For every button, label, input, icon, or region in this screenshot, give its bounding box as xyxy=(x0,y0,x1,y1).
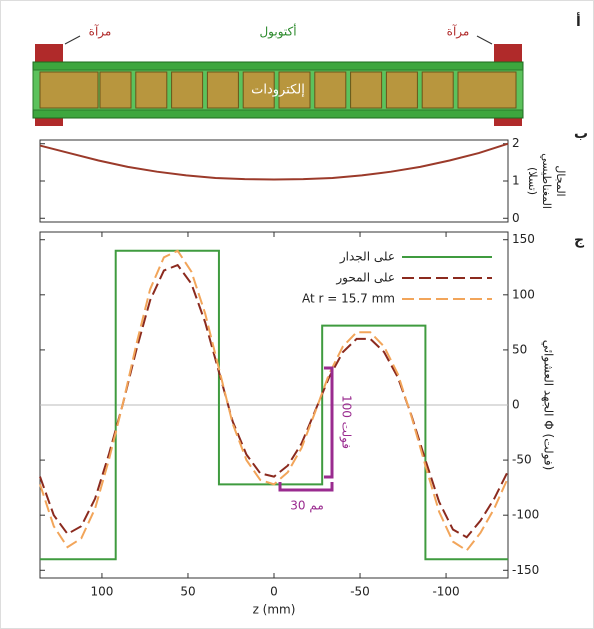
y-axis-label: الجهد العشوائي Φ (فولت) xyxy=(541,340,556,471)
panel-label: أ xyxy=(576,12,581,30)
y-axis-label: المغناطيسي xyxy=(540,153,553,209)
bracket xyxy=(324,366,334,479)
y-tick-label: -50 xyxy=(512,453,532,467)
electrode xyxy=(242,71,275,109)
legend-label: At r = 15.7 mm xyxy=(302,292,395,306)
y-tick-label: 50 xyxy=(512,342,527,356)
legend-label: على المحور xyxy=(335,271,395,286)
y-tick-label: 0 xyxy=(512,398,520,412)
electrode xyxy=(99,71,132,109)
electrode xyxy=(171,71,204,109)
electrode xyxy=(278,71,311,109)
electrode xyxy=(314,71,347,109)
x-tick-label: 100 xyxy=(90,585,113,599)
pointer xyxy=(476,35,493,45)
pointer xyxy=(64,35,81,45)
annotation: 100 فولت xyxy=(339,395,354,449)
diagram: مرآة أكتوبول مرآة إلكترودات xyxy=(32,24,524,126)
electrode xyxy=(457,71,517,109)
electrode xyxy=(350,71,383,109)
series-line xyxy=(39,249,509,552)
y-tick-label: 100 xyxy=(512,287,535,301)
curve xyxy=(39,142,509,181)
series-line xyxy=(40,249,508,561)
electrode xyxy=(206,71,239,109)
x-tick-label: 50 xyxy=(180,585,195,599)
x-tick-label: -100 xyxy=(432,585,459,599)
electrode xyxy=(421,71,454,109)
y-axis-label: المجال xyxy=(554,165,567,196)
y-tick-label: 2 xyxy=(512,136,520,150)
electrode xyxy=(385,71,418,109)
y-tick-label: -100 xyxy=(512,508,539,522)
panel-label: ب xyxy=(574,126,588,142)
electrode xyxy=(39,71,99,109)
label: أكتوبول xyxy=(259,24,296,40)
x-tick-label: -50 xyxy=(350,585,370,599)
bracket xyxy=(278,482,334,492)
x-tick-label: 0 xyxy=(270,585,278,599)
y-tick-label: -150 xyxy=(512,563,539,577)
electrode xyxy=(135,71,168,109)
x-axis-label: z (mm) xyxy=(253,603,296,617)
y-tick-label: 0 xyxy=(512,211,520,225)
annotation: 30 مم xyxy=(290,499,324,513)
label: مرآة xyxy=(447,24,470,40)
label: إلكترودات xyxy=(251,83,305,98)
label: مرآة xyxy=(89,24,112,40)
panel-label: ج xyxy=(574,232,585,248)
legend-label: على الجدار xyxy=(339,250,395,265)
y-tick-label: 150 xyxy=(512,232,535,246)
y-axis-label: (تسلا) xyxy=(526,167,539,195)
electrodes xyxy=(39,71,517,109)
y-tick-label: 1 xyxy=(512,174,520,188)
